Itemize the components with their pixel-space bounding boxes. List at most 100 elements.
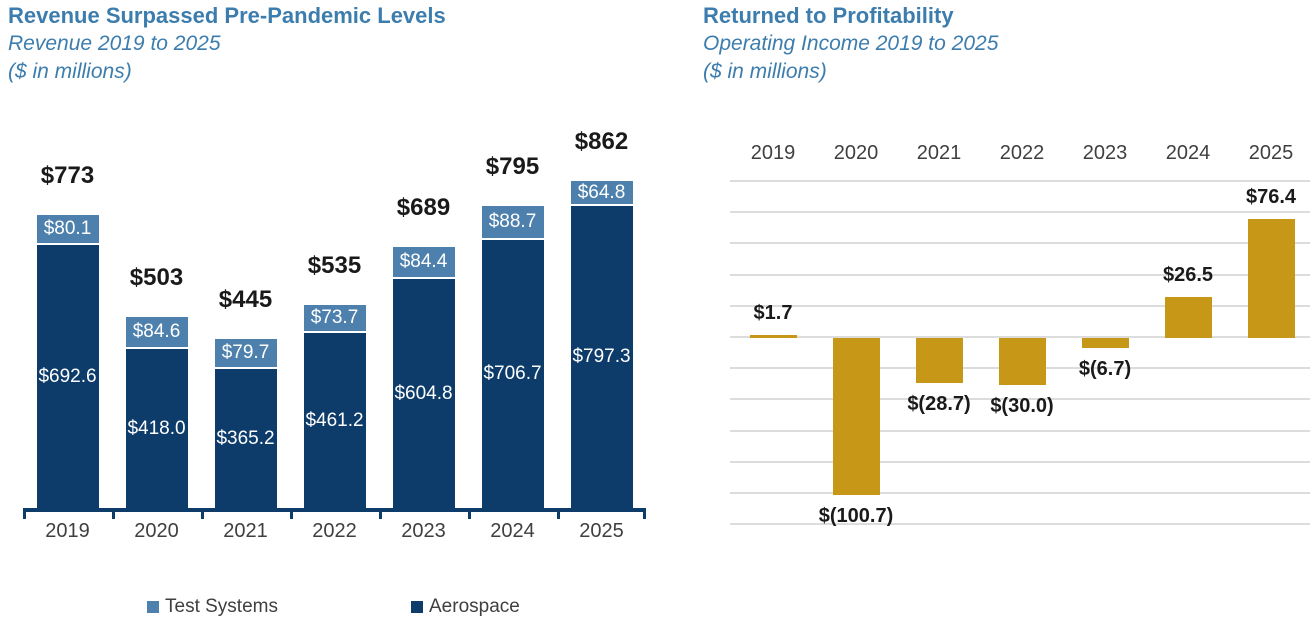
year-label: 2025 [1248,142,1294,164]
x-axis-line [23,508,646,512]
segment-value-label: $692.6 [38,365,97,387]
aerospace-segment: $706.7 [481,240,544,508]
gridline [730,336,1310,338]
axis-tick [201,508,204,519]
total-value-label: $503 [129,264,184,291]
segment-value-label: $80.1 [43,218,92,239]
segment-value-label: $365.2 [216,427,275,449]
income-bar-2020 [832,338,880,495]
year-label: 2023 [1082,142,1128,164]
aerospace-segment: $418.0 [125,349,188,508]
legend-item-aerospace: Aerospace [411,596,520,618]
gridline [730,180,1310,182]
legend-item-test-systems: Test Systems [147,596,278,618]
gridline [730,429,1310,432]
legend-swatch [147,601,159,613]
test-systems-segment: $64.8 [570,181,633,206]
gridline [730,273,1310,276]
income-bar-2022 [998,338,1046,385]
legend: Test Systems Aerospace [0,596,660,618]
segment-value-label: $79.7 [221,342,270,363]
income-value-label: $(6.7) [1078,358,1132,380]
year-label: 2022 [999,142,1045,164]
gridline [730,242,1310,245]
gridline [730,211,1310,214]
revenue-chart-subtitle: Revenue 2019 to 2025 [8,32,221,55]
axis-tick [23,508,26,519]
segment-value-label: $64.8 [577,181,626,203]
aerospace-segment: $797.3 [570,206,633,508]
test-systems-segment: $73.7 [303,305,366,333]
segment-value-label: $84.4 [399,251,448,272]
income-bar-2025 [1247,219,1295,338]
total-value-label: $689 [396,194,451,221]
year-label: 2019 [750,142,796,164]
income-chart-subtitle: Operating Income 2019 to 2025 [703,32,999,55]
test-systems-segment: $88.7 [481,206,544,240]
operating-income-chart: 2019 $1.7 2020 $(100.7) 2021 $(28.7) 2022 $(30.… [690,130,1312,560]
axis-tick [557,508,560,519]
revenue-chart-units: ($ in millions) [8,60,132,83]
income-value-label: $76.4 [1245,186,1297,208]
legend-label: Aerospace [429,596,520,617]
income-chart-title: Returned to Profitability [703,3,954,28]
aerospace-segment: $692.6 [36,245,99,508]
segment-value-label: $461.2 [305,409,364,431]
year-label: 2021 [916,142,962,164]
x-axis-label: 2019 [45,520,90,542]
test-systems-segment: $84.4 [392,247,455,279]
income-value-label: $1.7 [753,302,793,324]
axis-tick [379,508,382,519]
income-bar-2023 [1081,338,1129,348]
aerospace-segment: $604.8 [392,279,455,508]
segment-value-label: $706.7 [483,363,542,384]
segment-value-label: $797.3 [572,346,631,367]
income-bar-2019 [749,335,797,338]
income-value-label: $(100.7) [818,505,894,527]
aerospace-segment: $461.2 [303,333,366,508]
x-axis-label: 2020 [134,520,179,542]
gridline [730,460,1310,463]
revenue-chart-title: Revenue Surpassed Pre-Pandemic Levels [8,3,446,28]
test-systems-segment: $79.7 [214,339,277,369]
total-value-label: $445 [218,286,273,313]
aerospace-segment: $365.2 [214,369,277,508]
segment-value-label: $418.0 [127,417,186,439]
revenue-chart: $692.6 $80.1 $773 2019 $418.0 $84.6 $503 2020 $3… [23,128,646,550]
x-axis-label: 2022 [312,520,357,542]
segment-value-label: $73.7 [310,307,359,328]
total-value-label: $862 [574,128,629,155]
revenue-chart-header: Revenue Surpassed Pre-Pandemic Levels Re… [8,2,446,86]
x-axis-label: 2024 [490,520,535,542]
income-value-label: $26.5 [1162,264,1214,286]
gridline [730,398,1310,401]
x-axis-label: 2023 [401,520,446,542]
income-value-label: $(28.7) [907,393,971,415]
segment-value-label: $604.8 [394,382,453,404]
year-label: 2020 [833,142,879,164]
x-axis-label: 2025 [579,520,624,542]
axis-tick [290,508,293,519]
axis-tick [468,508,471,519]
total-value-label: $773 [40,162,95,189]
total-value-label: $535 [307,252,362,279]
income-bar-2024 [1164,297,1212,338]
axis-tick [112,508,115,519]
segment-value-label: $84.6 [132,321,181,342]
axis-tick [643,508,646,519]
test-systems-segment: $84.6 [125,317,188,349]
gridline [730,304,1310,307]
total-value-label: $795 [485,153,540,180]
x-axis-label: 2021 [223,520,268,542]
income-value-label: $(30.0) [990,395,1054,417]
income-bar-2021 [915,338,963,383]
gridline [730,523,1310,526]
year-label: 2024 [1165,142,1211,164]
legend-swatch [411,601,423,613]
gridline [730,492,1310,494]
segment-value-label: $88.7 [488,211,537,232]
income-chart-units: ($ in millions) [703,60,827,83]
income-chart-header: Returned to Profitability Operating Inco… [703,2,998,86]
test-systems-segment: $80.1 [36,215,99,245]
